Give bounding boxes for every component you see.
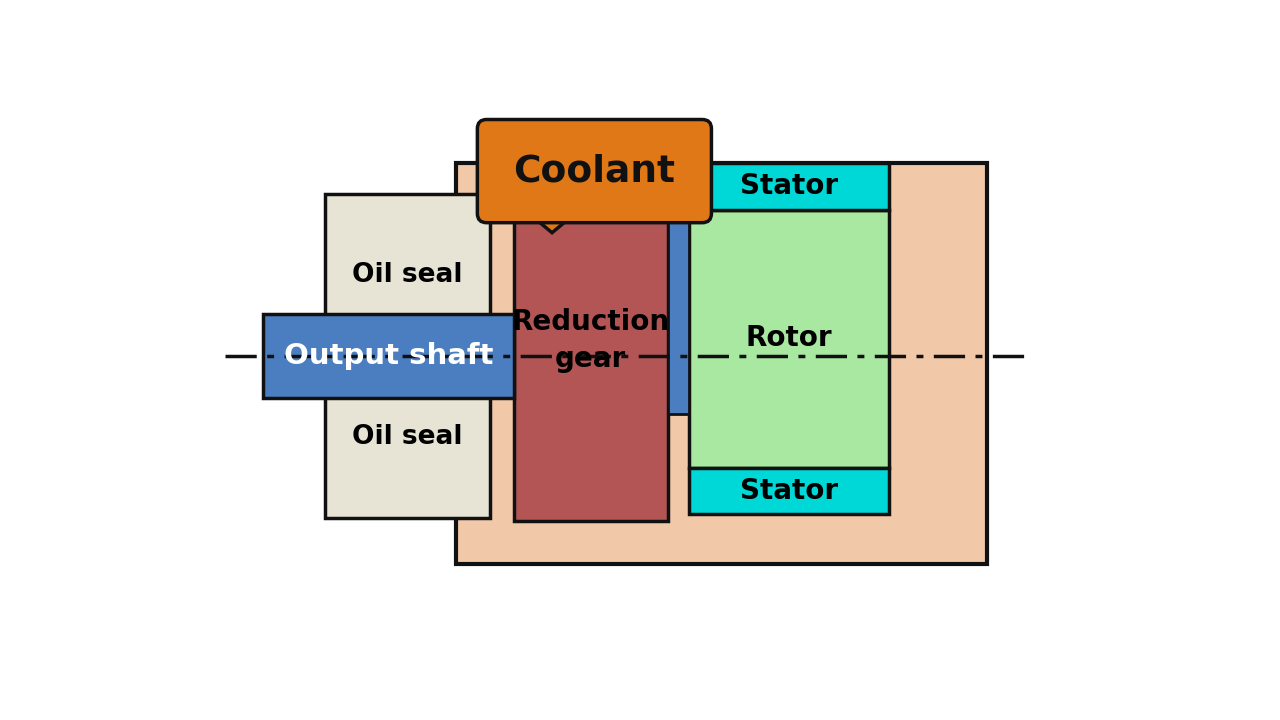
Bar bbox=[689, 467, 890, 514]
Text: Oil seal: Oil seal bbox=[352, 262, 463, 288]
Text: Reduction
gear: Reduction gear bbox=[512, 308, 669, 373]
Text: Stator: Stator bbox=[740, 173, 838, 200]
Text: Oil seal: Oil seal bbox=[352, 424, 463, 450]
Bar bbox=[530, 202, 573, 216]
Bar bbox=[264, 313, 513, 398]
Bar bbox=[325, 356, 490, 518]
Bar bbox=[325, 194, 490, 356]
Bar bbox=[456, 163, 987, 564]
Text: Coolant: Coolant bbox=[513, 153, 676, 189]
Text: Rotor: Rotor bbox=[746, 324, 832, 352]
Text: Output shaft: Output shaft bbox=[284, 342, 493, 370]
Bar bbox=[513, 160, 668, 521]
Polygon shape bbox=[529, 213, 575, 233]
Bar bbox=[668, 221, 689, 414]
FancyBboxPatch shape bbox=[477, 120, 712, 222]
Text: Stator: Stator bbox=[740, 477, 838, 505]
Bar bbox=[689, 163, 890, 210]
Bar bbox=[689, 210, 890, 467]
